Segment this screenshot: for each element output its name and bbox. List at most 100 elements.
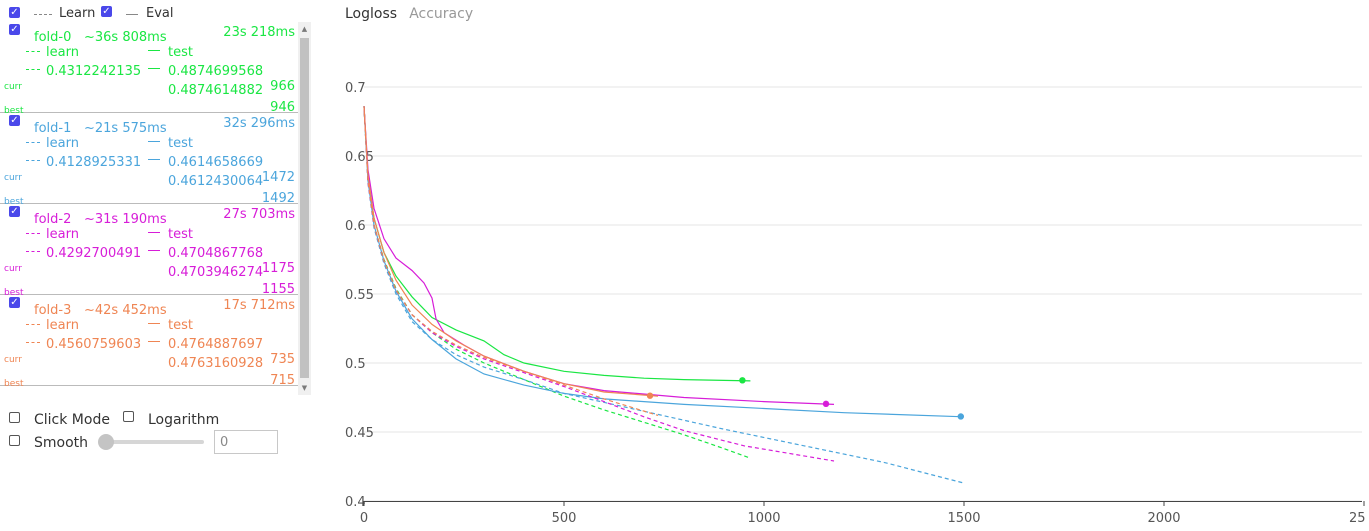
x-tick-label: 500	[552, 511, 577, 526]
fold-test-label: test	[168, 318, 193, 333]
fold-elapsed: 23s 218ms	[223, 25, 295, 40]
y-tick-label: 0.55	[345, 288, 374, 303]
click-mode-checkbox[interactable]	[9, 412, 20, 423]
eval-line-sample	[126, 14, 138, 15]
best-iteration-marker	[957, 413, 964, 420]
test-line-sample	[148, 323, 160, 324]
fold-best-value: 0.4612430064	[168, 174, 264, 189]
fold-test-label: test	[168, 136, 193, 151]
fold-panel[interactable]: fold-0 ~36s 808ms 23s 218ms learn test 0.4312…	[0, 22, 312, 395]
fold-name: fold-1	[34, 121, 72, 136]
learn-line-sample	[26, 142, 40, 143]
fold-curr-iter: 966	[270, 79, 295, 94]
fold-test-value: 0.4614658669	[168, 155, 264, 170]
fold-eta: ~31s 190ms	[84, 212, 167, 227]
fold-eta: ~21s 575ms	[84, 121, 167, 136]
eval-checkbox[interactable]	[101, 6, 112, 17]
fold-checkbox[interactable]	[9, 115, 20, 126]
tab-accuracy[interactable]: Accuracy	[409, 6, 474, 22]
fold-curr-label: curr	[4, 264, 22, 274]
fold-test-label: test	[168, 227, 193, 242]
fold-checkbox[interactable]	[9, 206, 20, 217]
test-series-line	[363, 106, 965, 418]
learn-line-sample	[26, 69, 40, 70]
fold-best-iter: 1155	[261, 282, 295, 297]
y-tick-label: 0.5	[345, 357, 366, 372]
fold-block: fold-2 ~31s 190ms 27s 703ms learn test 0.4292…	[0, 204, 298, 298]
test-line-sample	[148, 341, 160, 342]
y-tick-label: 0.45	[345, 426, 374, 441]
legend-bar: Learn Eval	[0, 0, 320, 26]
learn-series-line	[363, 106, 965, 484]
learn-line-sample	[26, 251, 40, 252]
fold-checkbox[interactable]	[9, 297, 20, 308]
fold-best-iter: 715	[270, 373, 295, 388]
test-series-line	[363, 106, 659, 397]
fold-best-iter: 946	[270, 100, 295, 115]
logarithm-checkbox[interactable]	[123, 411, 134, 422]
test-line-sample	[148, 250, 160, 251]
x-tick-label: 2000	[1147, 511, 1180, 526]
smooth-slider-handle[interactable]	[98, 434, 114, 450]
fold-name: fold-0	[34, 30, 72, 45]
scroll-thumb[interactable]	[300, 38, 309, 378]
fold-elapsed: 27s 703ms	[223, 207, 295, 222]
scroll-up-arrow[interactable]: ▲	[301, 25, 308, 33]
smooth-value-input[interactable]	[214, 430, 278, 454]
fold-test-value: 0.4764887697	[168, 337, 264, 352]
best-iteration-marker	[646, 392, 654, 399]
fold-name: fold-2	[34, 212, 72, 227]
fold-learn-value: 0.4312242135	[46, 64, 142, 79]
fold-elapsed: 17s 712ms	[223, 298, 295, 313]
tab-logloss[interactable]: Logloss	[345, 6, 398, 22]
test-series-line	[363, 106, 835, 405]
fold-best-label: best	[4, 106, 24, 116]
fold-eta: ~42s 452ms	[84, 303, 167, 318]
learn-checkbox[interactable]	[9, 7, 20, 18]
fold-block: fold-1 ~21s 575ms 32s 296ms learn test 0.4128…	[0, 113, 298, 207]
y-tick-label: 0.7	[345, 81, 366, 96]
fold-learn-value: 0.4292700491	[46, 246, 142, 261]
test-series-line	[363, 106, 751, 382]
fold-panel-scrollbar[interactable]: ▲ ▼	[298, 22, 311, 395]
fold-checkbox[interactable]	[9, 24, 20, 35]
logarithm-label: Logarithm	[148, 412, 220, 428]
fold-best-value: 0.4763160928	[168, 356, 264, 371]
test-line-sample	[148, 232, 160, 233]
x-tick-label: 25	[1349, 511, 1366, 526]
fold-best-iter: 1492	[261, 191, 295, 206]
fold-name: fold-3	[34, 303, 72, 318]
learn-line-sample	[26, 51, 40, 52]
fold-curr-label: curr	[4, 173, 22, 183]
fold-best-label: best	[4, 288, 24, 298]
learn-line-sample	[26, 324, 40, 325]
best-iteration-marker	[739, 377, 746, 384]
smooth-checkbox[interactable]	[9, 435, 20, 446]
scroll-down-arrow[interactable]: ▼	[301, 384, 308, 392]
fold-test-label: test	[168, 45, 193, 60]
fold-elapsed: 32s 296ms	[223, 116, 295, 131]
fold-test-value: 0.4874699568	[168, 64, 264, 79]
fold-learn-label: learn	[46, 227, 79, 242]
fold-best-value: 0.4703946274	[168, 265, 264, 280]
fold-block: fold-3 ~42s 452ms 17s 712ms learn test 0.4560…	[0, 295, 298, 389]
learn-series-line	[363, 106, 659, 416]
fold-learn-label: learn	[46, 45, 79, 60]
fold-learn-label: learn	[46, 136, 79, 151]
fold-best-label: best	[4, 197, 24, 207]
x-tick-label: 0	[360, 511, 368, 526]
test-line-sample	[148, 50, 160, 51]
smooth-slider-track[interactable]	[104, 440, 204, 444]
metric-tabs: Logloss Accuracy	[345, 6, 481, 22]
learn-line-sample	[26, 342, 40, 343]
fold-best-value: 0.4874614882	[168, 83, 264, 98]
eval-legend-label: Eval	[146, 6, 174, 21]
fold-curr-iter: 735	[270, 352, 295, 367]
learn-line-sample	[26, 160, 40, 161]
fold-learn-label: learn	[46, 318, 79, 333]
controls: Click Mode Logarithm Smooth	[0, 405, 320, 465]
learn-legend-label: Learn	[59, 6, 96, 21]
fold-learn-value: 0.4128925331	[46, 155, 142, 170]
fold-curr-iter: 1175	[261, 261, 295, 276]
